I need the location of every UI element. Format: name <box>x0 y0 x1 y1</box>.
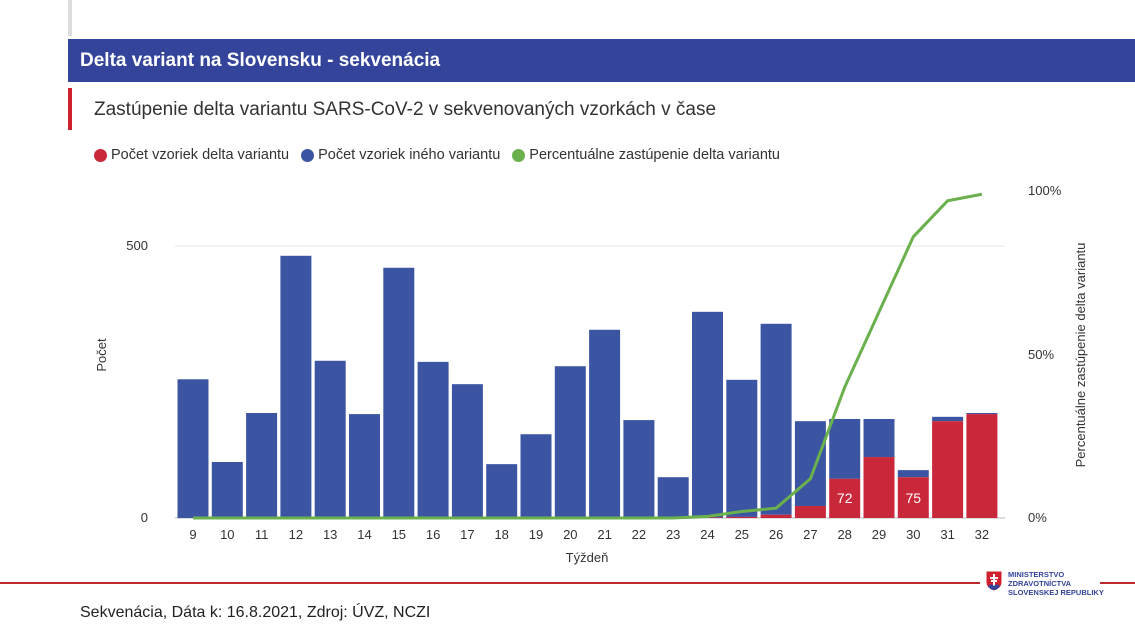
x-tick-label: 10 <box>220 527 234 542</box>
bar-other-variant <box>451 384 483 518</box>
percent-line <box>193 192 983 520</box>
bar-other-variant <box>589 329 621 518</box>
x-tick-label: 13 <box>323 527 337 542</box>
bar-other-variant <box>314 360 346 518</box>
x-tick-label: 14 <box>357 527 371 542</box>
x-axis-label: Týždeň <box>566 550 609 565</box>
bar-other-variant <box>794 421 826 507</box>
x-tick-label: 19 <box>529 527 543 542</box>
bar-other-variant <box>760 323 792 515</box>
x-tick-label: 22 <box>632 527 646 542</box>
page-header: Delta variant na Slovensku - sekvenácia <box>68 39 1135 82</box>
footer-divider <box>0 582 980 584</box>
x-tick-label: 11 <box>255 527 269 542</box>
bar-other-variant <box>829 418 861 479</box>
bar-other-variant <box>211 461 243 518</box>
bar-delta-variant <box>932 421 964 518</box>
logo-text: ZDRAVOTNÍCTVA <box>1008 579 1072 588</box>
legend-label: Percentuálne zastúpenie delta variantu <box>529 147 780 163</box>
x-tick-label: 24 <box>700 527 714 542</box>
x-tick-label: 16 <box>426 527 440 542</box>
bar-other-variant <box>246 413 278 518</box>
x-tick-label: 12 <box>289 527 303 542</box>
bar-other-variant <box>177 379 209 518</box>
legend-label: Počet vzoriek delta variantu <box>111 147 290 163</box>
bar-other-variant <box>863 418 895 458</box>
y-tick-label: 0 <box>141 510 148 525</box>
logo-text: SLOVENSKEJ REPUBLIKY <box>1008 588 1104 597</box>
legend-percent[interactable]: Percentuálne zastúpenie delta variantu <box>512 147 780 163</box>
y2-tick-label: 50% <box>1028 347 1054 362</box>
legend-delta[interactable]: Počet vzoriek delta variantu <box>94 147 289 163</box>
legend-other[interactable]: Počet vzoriek iného variantu <box>301 147 500 163</box>
bar-other-variant <box>726 379 758 517</box>
legend-dot-green-icon <box>512 148 526 162</box>
x-tick-label: 15 <box>392 527 406 542</box>
x-tick-label: 25 <box>735 527 749 542</box>
data-label: 75 <box>906 490 922 506</box>
bar-delta-variant <box>794 506 826 518</box>
bar-other-variant <box>692 311 723 518</box>
bar-delta-variant <box>863 457 895 518</box>
bar-delta-variant <box>897 477 929 518</box>
x-tick-label: 28 <box>837 527 851 542</box>
bar-other-variant <box>417 361 449 518</box>
footer-divider <box>1100 582 1135 584</box>
y2-axis-label: Percentuálne zastúpenie delta variantu <box>1073 243 1088 468</box>
ministry-logo: MINISTERSTVO ZDRAVOTNÍCTVA SLOVENSKEJ RE… <box>985 570 1104 597</box>
x-tick-label: 29 <box>872 527 886 542</box>
x-tick-label: 17 <box>460 527 474 542</box>
x-tick-label: 21 <box>597 527 611 542</box>
bar-delta-variant <box>760 514 792 518</box>
bar-other-variant <box>932 416 964 422</box>
x-tick-label: 18 <box>494 527 508 542</box>
x-tick-label: 27 <box>803 527 817 542</box>
slovak-coat-of-arms-icon <box>985 570 1003 592</box>
x-tick-label: 31 <box>940 527 954 542</box>
x-tick-label: 20 <box>563 527 577 542</box>
bar-other-variant <box>966 413 998 415</box>
bar-other-variant <box>554 366 586 518</box>
x-tick-label: 23 <box>666 527 680 542</box>
bar-other-variant <box>349 414 380 518</box>
chart: 0 500 0% 50% 100% Počet Percentuálne zas… <box>94 183 1088 565</box>
bar-other-variant <box>897 470 929 478</box>
y2-tick-label: 100% <box>1028 183 1062 198</box>
bar-delta-variant <box>726 516 758 518</box>
bar-other-variant <box>520 434 552 518</box>
source-note: Sekvenácia, Dáta k: 16.8.2021, Zdroj: ÚV… <box>80 604 431 621</box>
bar-delta-variant <box>966 414 998 518</box>
logo-text: MINISTERSTVO <box>1008 570 1065 579</box>
bar-delta-variant <box>829 478 861 518</box>
legend-dot-red-icon <box>94 148 107 162</box>
bar-other-variant <box>657 477 689 518</box>
y-axis-label: Počet <box>94 338 109 372</box>
x-tick-label: 26 <box>769 527 783 542</box>
chart-title: Zastúpenie delta variantu SARS-CoV-2 v s… <box>68 88 716 130</box>
legend-label: Počet vzoriek iného variantu <box>318 147 501 163</box>
data-label: 72 <box>837 490 853 506</box>
bar-other-variant <box>623 420 655 518</box>
y2-tick-label: 0% <box>1028 510 1047 525</box>
y-tick-label: 500 <box>126 238 148 253</box>
chart-legend: Počet vzoriek delta variantu Počet vzori… <box>94 147 780 163</box>
legend-dot-blue-icon <box>301 148 315 162</box>
x-tick-label: 9 <box>189 527 196 542</box>
bar-other-variant <box>383 267 415 518</box>
bar-other-variant <box>280 255 312 519</box>
decorative-divider <box>68 0 72 36</box>
x-tick-label: 32 <box>975 527 989 542</box>
x-tick-label: 30 <box>906 527 920 542</box>
bar-other-variant <box>486 464 518 518</box>
